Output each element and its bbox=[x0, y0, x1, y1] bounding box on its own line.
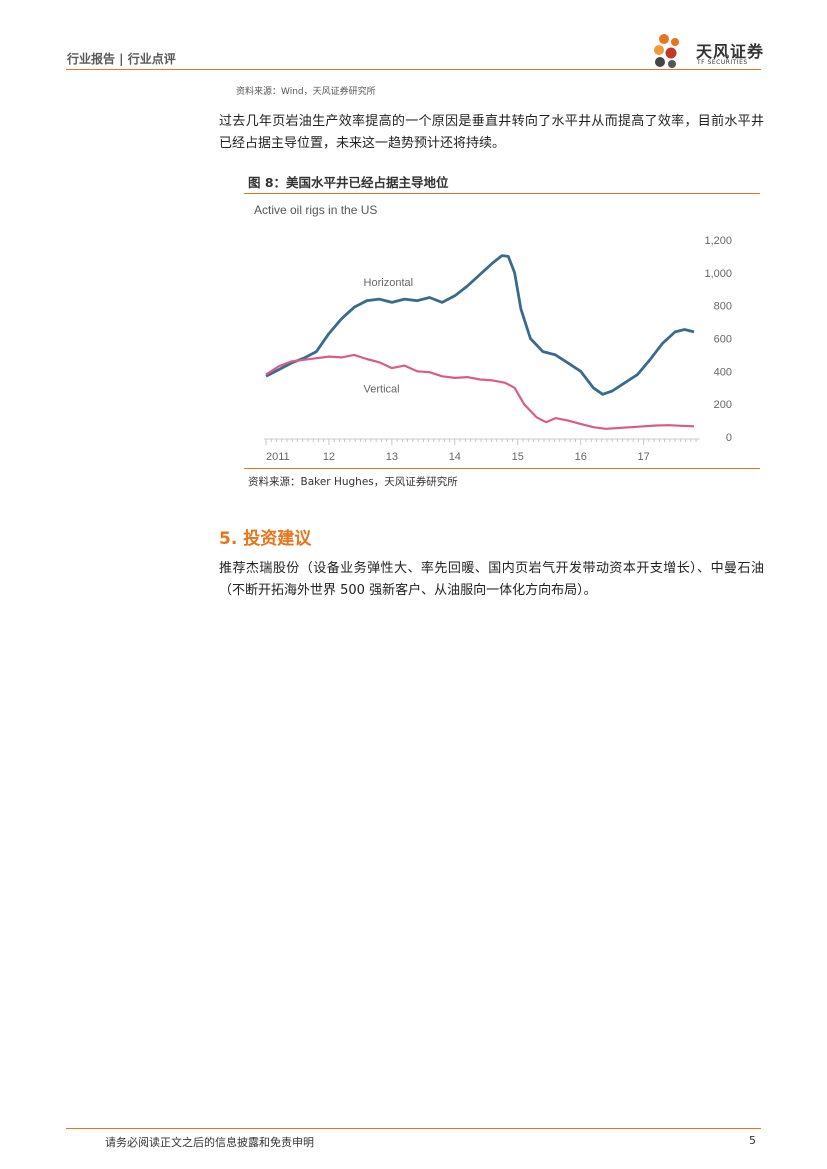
y-tick-label: 200 bbox=[714, 399, 732, 411]
y-tick-label: 1,000 bbox=[704, 268, 732, 280]
footer-divider bbox=[66, 1128, 761, 1129]
x-tick-label: 17 bbox=[638, 451, 650, 463]
section-heading: 5. 投资建议 bbox=[219, 529, 312, 549]
figure-bottom-rule bbox=[244, 468, 760, 469]
x-tick-label: 15 bbox=[512, 451, 524, 463]
logo-english-name: TF SECURITIES bbox=[697, 59, 748, 66]
x-tick-label: 2011 bbox=[266, 451, 290, 463]
x-tick-label: 13 bbox=[386, 451, 398, 463]
y-tick-label: 800 bbox=[714, 301, 732, 313]
y-tick-label: 400 bbox=[714, 366, 732, 378]
series-label-horizontal: Horizontal bbox=[364, 277, 414, 289]
x-tick-label: 16 bbox=[575, 451, 587, 463]
figure-title: 图 8：美国水平井已经占据主导地位 bbox=[248, 175, 449, 190]
rig-count-chart: Active oil rigs in the US 0 200 400 600 800 1… bbox=[254, 203, 732, 463]
company-logo: 天风证券 TF SECURITIES bbox=[652, 31, 767, 71]
header-report-type: 行业报告 | 行业点评 bbox=[67, 52, 176, 66]
source-note-top: 资料来源：Wind，天风证券研究所 bbox=[236, 87, 376, 97]
x-tick-label: 14 bbox=[449, 451, 461, 463]
series-label-vertical: Vertical bbox=[364, 384, 400, 396]
figure-top-rule bbox=[244, 193, 760, 194]
chart-title: Active oil rigs in the US bbox=[254, 203, 377, 217]
header-divider bbox=[66, 69, 761, 70]
footer-disclaimer: 请务必阅读正文之后的信息披露和免责申明 bbox=[105, 1136, 314, 1149]
figure-source: 资料来源：Baker Hughes，天风证券研究所 bbox=[248, 476, 458, 488]
body-paragraph-1: 过去几年页岩油生产效率提高的一个原因是垂直井转向了水平井从而提高了效率，目前水平… bbox=[219, 114, 764, 151]
y-tick-label: 0 bbox=[726, 432, 732, 444]
y-tick-label: 1,200 bbox=[704, 235, 732, 247]
body-paragraph-2: 推荐杰瑞股份（设备业务弹性大、率先回暖、国内页岩气开发带动资本开支增长）、中曼石… bbox=[219, 561, 764, 598]
x-tick-label: 12 bbox=[323, 451, 335, 463]
y-tick-label: 600 bbox=[714, 334, 732, 346]
logo-flower-icon bbox=[654, 34, 679, 68]
series-line-horizontal bbox=[265, 254, 695, 396]
page-number: 5 bbox=[749, 1134, 756, 1147]
series-line-vertical bbox=[265, 353, 695, 430]
logo-chinese-name: 天风证券 bbox=[696, 42, 765, 61]
